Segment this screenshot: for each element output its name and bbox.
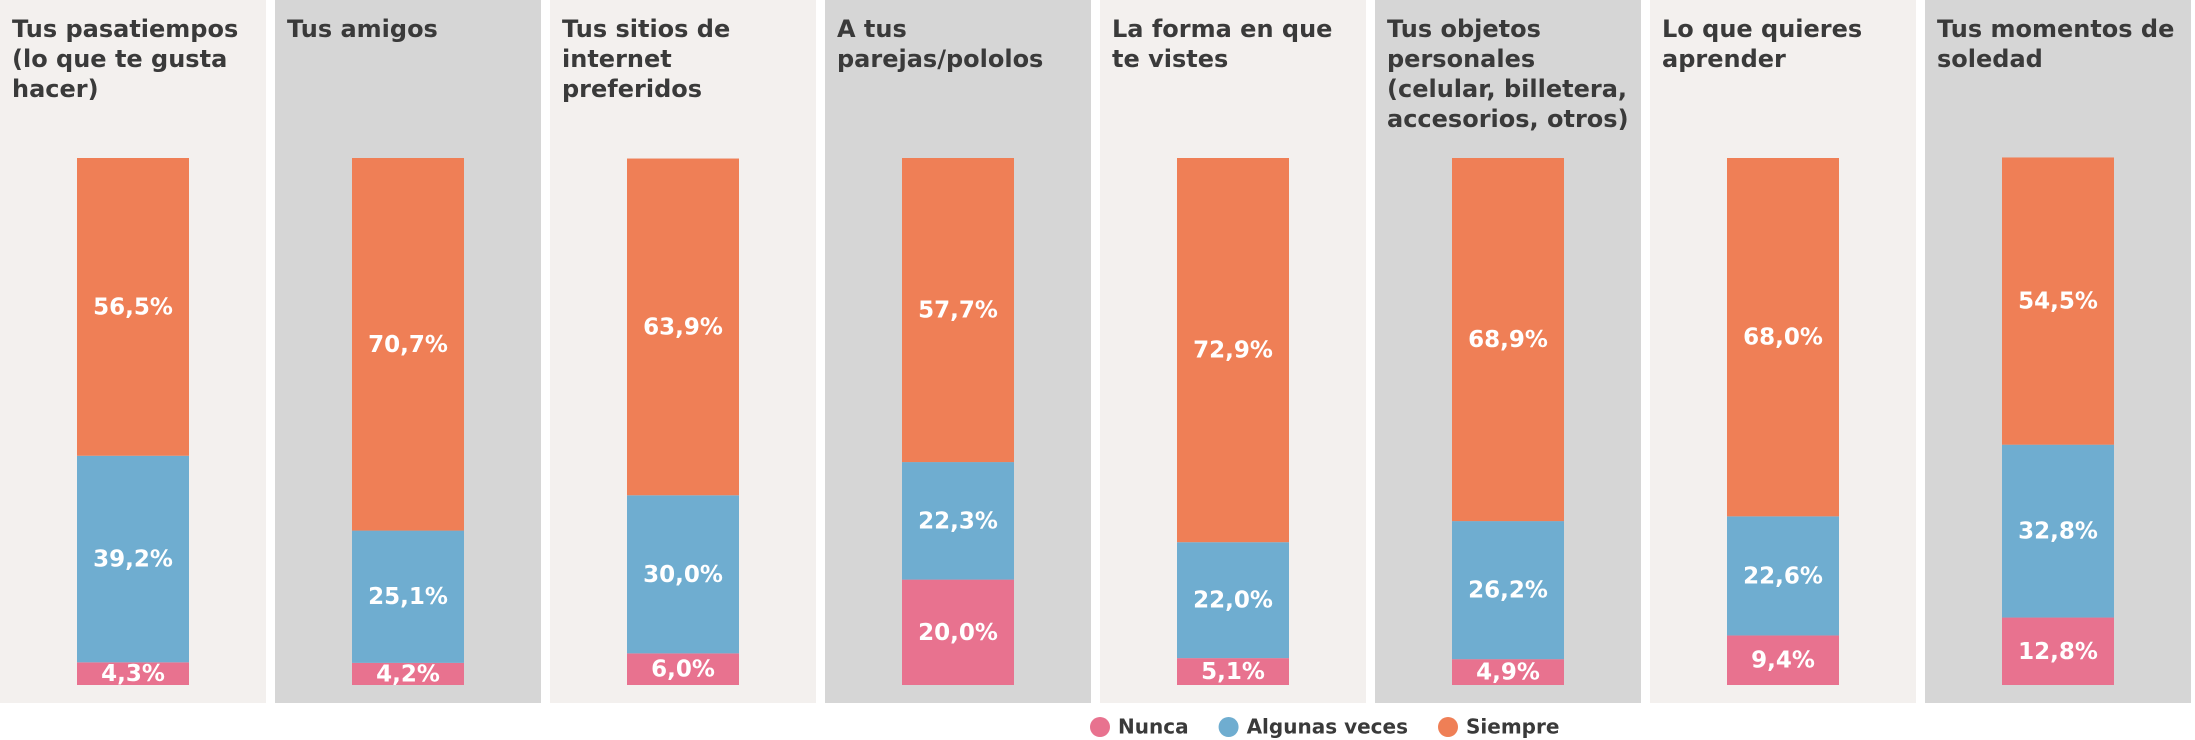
value-label: 68,0% — [1743, 325, 1823, 351]
category-label: Tus objetos personales (celular, billete… — [1387, 15, 1629, 133]
value-label: 72,9% — [1193, 338, 1273, 364]
value-label: 39,2% — [93, 547, 173, 573]
legend-marker — [1090, 717, 1110, 737]
category-label: Tus pasatiempos (lo que te gusta hacer) — [12, 15, 239, 103]
value-label: 70,7% — [368, 332, 448, 358]
bar-segment — [1727, 158, 1839, 517]
value-label: 22,0% — [1193, 588, 1273, 614]
value-label: 68,9% — [1468, 327, 1548, 353]
legend-marker — [1218, 717, 1239, 737]
bar-segment — [627, 158, 739, 496]
category-label: A tus parejas/pololos — [837, 15, 1044, 73]
bar-segment — [2002, 444, 2114, 618]
legend-label: Siempre — [1466, 715, 1559, 739]
category-label: Tus sitios de internet preferidos — [562, 15, 731, 103]
bar-segment — [1177, 542, 1289, 659]
value-label: 25,1% — [368, 584, 448, 610]
bar-segment — [627, 653, 739, 685]
category-label: Tus momentos de soledad — [1937, 15, 2175, 73]
category-label: Lo que quieres aprender — [1662, 15, 1863, 73]
value-label: 26,2% — [1468, 578, 1548, 604]
value-label: 22,6% — [1743, 563, 1823, 589]
value-label: 54,5% — [2018, 289, 2098, 315]
value-label: 63,9% — [643, 314, 723, 340]
bar-segment — [1452, 521, 1564, 660]
bar-segment — [77, 662, 189, 685]
panel: A tus parejas/pololos — [825, 0, 1091, 703]
value-label: 22,3% — [918, 508, 998, 534]
value-label: 57,7% — [918, 298, 998, 324]
value-label: 9,4% — [1751, 648, 1815, 674]
bar-segment — [77, 455, 189, 663]
category-label: Tus amigos — [287, 15, 438, 43]
bar-segment — [1452, 659, 1564, 685]
legend-label: Nunca — [1118, 715, 1189, 739]
value-label: 30,0% — [643, 562, 723, 588]
value-label: 5,1% — [1201, 659, 1265, 685]
value-label: 12,8% — [2018, 639, 2098, 665]
value-label: 4,3% — [101, 661, 165, 687]
value-label: 20,0% — [918, 620, 998, 646]
bar-segment — [1177, 658, 1289, 685]
bar-segment — [352, 530, 464, 663]
value-label: 4,9% — [1476, 660, 1540, 686]
bar-segment — [77, 158, 189, 456]
bar-segment — [1727, 516, 1839, 636]
legend-marker — [1438, 717, 1458, 737]
value-label: 56,5% — [93, 294, 173, 320]
bar-segment — [1452, 158, 1564, 522]
category-label: La forma en que te vistes — [1112, 15, 1333, 73]
value-label: 32,8% — [2018, 519, 2098, 545]
bar-segment — [352, 158, 464, 531]
bar-segment — [1177, 158, 1289, 543]
bar-segment — [902, 158, 1014, 463]
bar-segment — [2002, 617, 2114, 685]
bar-segment — [627, 495, 739, 654]
bar-segment — [352, 662, 464, 685]
bar-segment — [902, 579, 1014, 685]
bar-segment — [1727, 635, 1839, 685]
bar-segment — [902, 462, 1014, 580]
value-label: 6,0% — [651, 657, 715, 683]
value-label: 4,2% — [376, 661, 440, 687]
bar-segment — [2002, 157, 2114, 445]
legend-label: Algunas veces — [1247, 715, 1408, 739]
